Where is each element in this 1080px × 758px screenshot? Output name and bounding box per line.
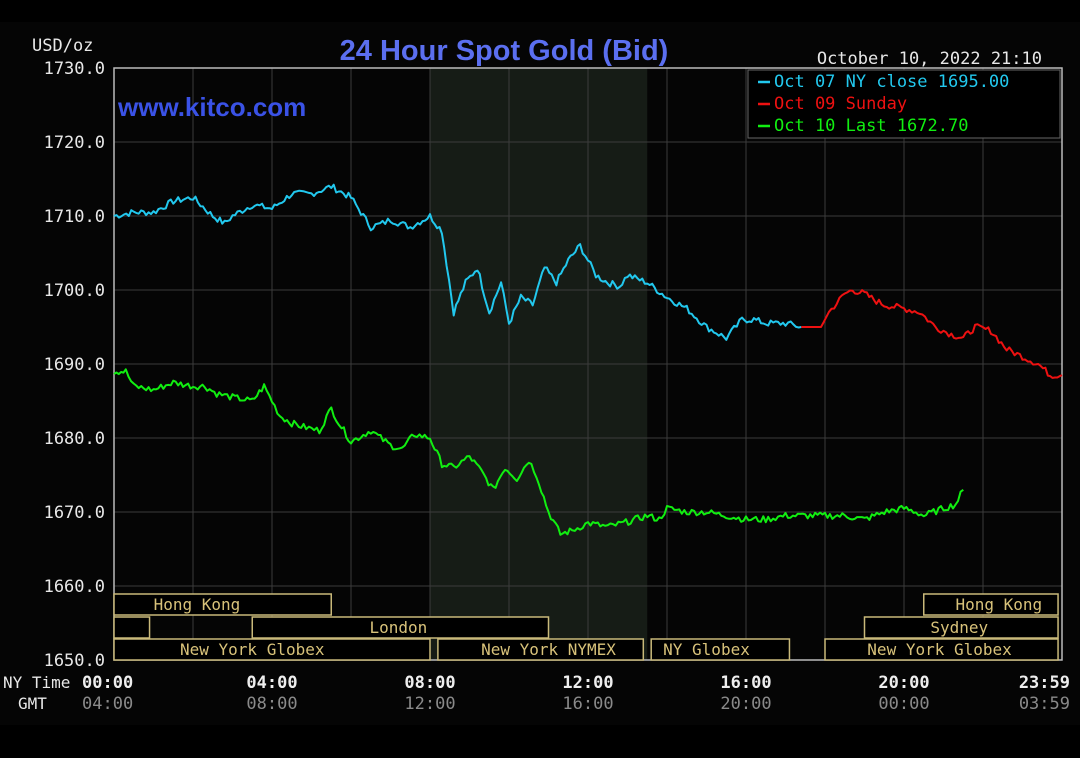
market-sessions: Hong Kong London New York Globex New York N…	[113, 593, 1059, 661]
session-label: Hong Kong	[154, 595, 241, 614]
y-tick-label: 1710.0	[44, 207, 105, 227]
y-tick-label: 1650.0	[44, 651, 105, 671]
legend-box	[747, 69, 1061, 139]
x-tick-label-gmt: 00:00	[878, 694, 929, 714]
y-tick-label: 1660.0	[44, 577, 105, 597]
session-label: New York NYMEX	[481, 640, 616, 659]
x-tick-label-gmt: 08:00	[246, 694, 297, 714]
series-line-2	[801, 289, 1063, 379]
session-label: Hong Kong	[955, 595, 1042, 614]
session-bar	[923, 593, 1059, 616]
price-lines	[113, 183, 1063, 536]
x-axis-row-label-ny: NY Time	[3, 673, 70, 692]
session-bar	[113, 616, 151, 639]
y-axis: 1730.0 1720.0 1710.0 1700.0 1690.0 1680.0 1670…	[44, 59, 105, 671]
session-label: Sydney	[930, 618, 988, 637]
unit-label: USD/oz	[32, 36, 93, 56]
session-bar	[113, 638, 431, 661]
x-tick-label-ny: 04:00	[246, 673, 297, 693]
x-tick-label-ny: 16:00	[720, 673, 771, 693]
y-tick-label: 1690.0	[44, 355, 105, 375]
x-tick-label-ny: 00:00	[82, 673, 133, 693]
x-axis: NY TimeGMT00:0004:0004:0008:0008:0012:00…	[3, 673, 1070, 714]
x-tick-label-ny: 12:00	[562, 673, 613, 693]
x-tick-label-gmt: 04:00	[82, 694, 133, 714]
series-line-3	[113, 368, 964, 536]
session-bar	[113, 593, 332, 616]
session-bar	[650, 638, 791, 661]
x-tick-label-gmt: 20:00	[720, 694, 771, 714]
x-tick-label-gmt: 03:59	[1019, 694, 1070, 714]
y-tick-label: 1680.0	[44, 429, 105, 449]
legend-entry: Oct 07 NY close 1695.00	[774, 72, 1009, 92]
session-bar	[824, 638, 1059, 661]
session-label: New York Globex	[867, 640, 1012, 659]
chart-title: 24 Hour Spot Gold (Bid)	[340, 35, 669, 67]
session-label: New York Globex	[180, 640, 325, 659]
y-tick-label: 1720.0	[44, 133, 105, 153]
y-tick-label: 1670.0	[44, 503, 105, 523]
timestamp: October 10, 2022 21:10	[817, 49, 1042, 69]
x-tick-label-gmt: 12:00	[404, 694, 455, 714]
session-bar	[251, 616, 550, 639]
y-tick-label: 1700.0	[44, 281, 105, 301]
x-tick-label-ny: 20:00	[878, 673, 929, 693]
session-bar	[863, 616, 1059, 639]
x-tick-label-gmt: 16:00	[562, 694, 613, 714]
legend-entry: Oct 10 Last 1672.70	[774, 116, 968, 136]
kitco-watermark: www.kitco.com	[117, 92, 306, 122]
x-tick-label-ny: 08:00	[404, 673, 455, 693]
legend-entry: Oct 09 Sunday	[774, 94, 907, 114]
series-line-1	[113, 183, 802, 341]
y-tick-label: 1730.0	[44, 59, 105, 79]
session-label: NY Globex	[663, 640, 750, 659]
x-axis-row-label-gmt: GMT	[18, 694, 47, 713]
x-tick-label-ny: 23:59	[1019, 673, 1070, 693]
session-bar	[437, 638, 645, 661]
session-label: London	[370, 618, 428, 637]
